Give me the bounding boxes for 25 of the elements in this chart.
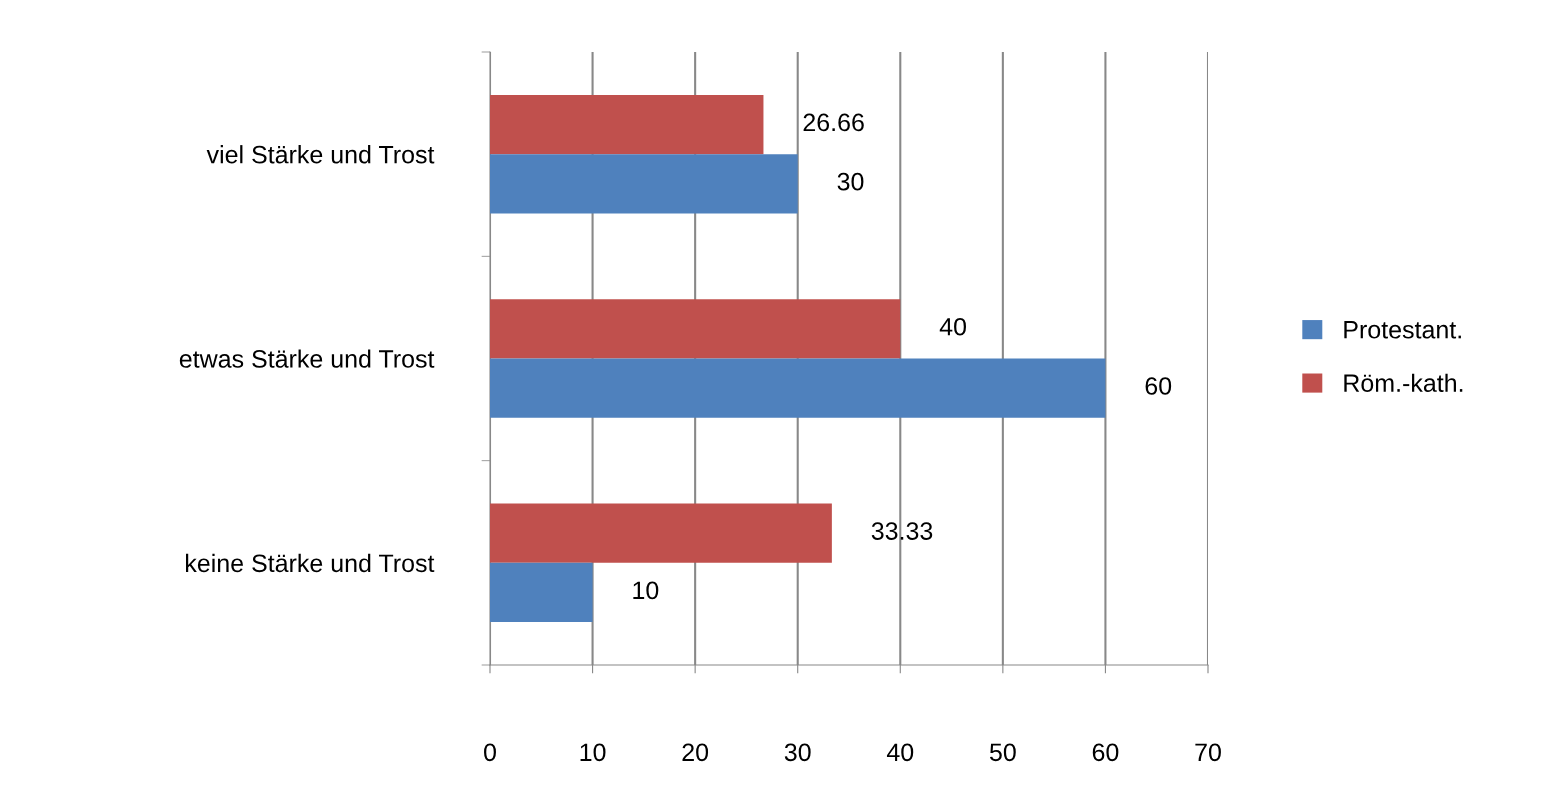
bar xyxy=(490,503,832,563)
data-label: 60 xyxy=(1145,377,1172,395)
data-label: 30 xyxy=(837,172,864,191)
y-tick-label: keine Stärke und Trost xyxy=(186,553,435,573)
y-tick-label: etwas Stärke und Trost xyxy=(179,349,435,368)
x-tick-label: 50 xyxy=(989,743,1016,762)
legend-label: Röm.-kath. xyxy=(1344,373,1463,392)
x-tick-label: 70 xyxy=(1195,743,1221,762)
x-tick-label: 60 xyxy=(1092,743,1119,762)
y-tick-label: viel Stärke und Trost xyxy=(206,145,435,164)
bar xyxy=(490,358,1106,418)
x-tick-label: 0 xyxy=(484,743,496,762)
x-tick-label: 40 xyxy=(886,743,914,762)
bar xyxy=(490,299,901,359)
legend-label: Protestant. xyxy=(1344,321,1461,339)
x-tick-label: 10 xyxy=(580,743,606,762)
data-label: 40 xyxy=(939,317,966,336)
bar xyxy=(490,94,764,155)
bar xyxy=(490,562,593,623)
x-tick-label: 30 xyxy=(784,743,811,762)
x-tick-label: 20 xyxy=(682,743,709,762)
data-label: 33.33 xyxy=(871,522,933,540)
data-label: 26.66 xyxy=(803,113,864,132)
bar xyxy=(490,154,798,214)
data-label: 10 xyxy=(633,581,659,600)
